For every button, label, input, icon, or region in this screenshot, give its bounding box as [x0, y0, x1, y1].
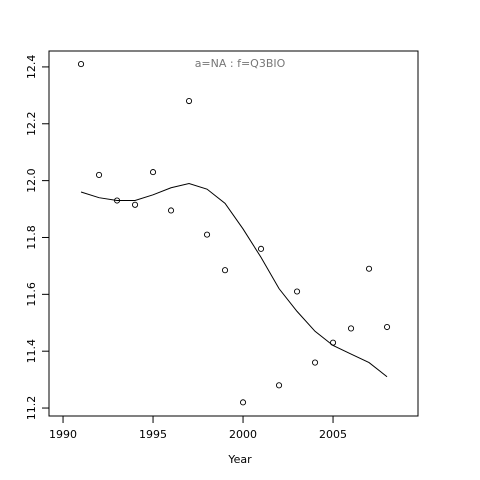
- data-point: [365, 265, 373, 272]
- data-point: [185, 97, 193, 105]
- x-tick-label: 2005: [319, 428, 347, 441]
- y-tick-label: 12.0: [25, 168, 38, 193]
- plot-frame: [48, 50, 419, 417]
- y-tick-label: 11.6: [25, 282, 38, 307]
- data-point: [95, 171, 103, 178]
- y-tick-label: 11.4: [25, 339, 38, 364]
- x-tick-label: 1995: [139, 428, 167, 441]
- y-tick-label: 11.2: [25, 396, 38, 421]
- data-point: [257, 245, 265, 252]
- smooth-line: [80, 182, 388, 378]
- data-point: [347, 325, 355, 332]
- data-point: [275, 382, 283, 389]
- x-axis-label: Year: [227, 453, 252, 466]
- data-point: [293, 288, 301, 295]
- data-point: [149, 169, 157, 176]
- data-point: [167, 207, 175, 214]
- data-point: [77, 61, 85, 68]
- data-point: [239, 399, 247, 406]
- x-tick-label: 1990: [49, 428, 77, 441]
- data-point: [203, 231, 211, 238]
- y-tick-label: 11.8: [25, 225, 38, 250]
- chart-title: a=NA : f=Q3BIO: [195, 57, 286, 70]
- y-tick-label: 12.2: [25, 112, 38, 137]
- data-point: [383, 323, 391, 331]
- y-tick-label: 12.4: [25, 55, 38, 80]
- x-tick-label: 2000: [229, 428, 257, 441]
- data-point: [131, 201, 139, 208]
- data-point: [311, 359, 319, 366]
- data-point: [221, 267, 229, 274]
